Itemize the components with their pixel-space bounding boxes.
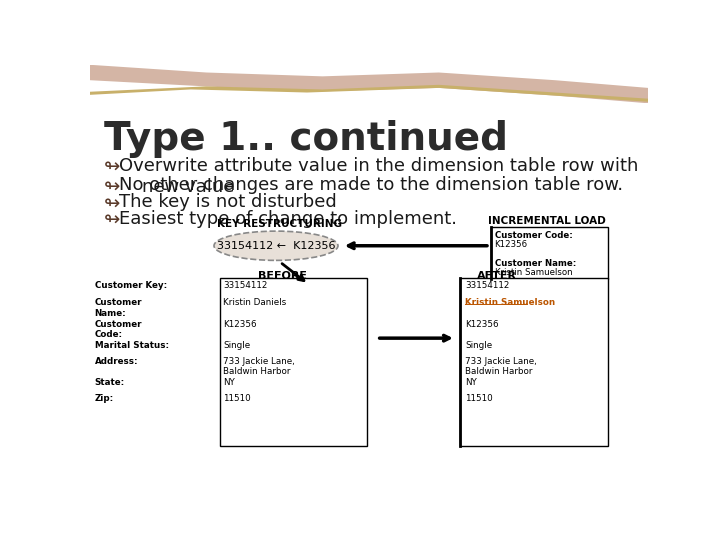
Text: INCREMENTAL LOAD
-- TYPE 1 CHANGE: INCREMENTAL LOAD -- TYPE 1 CHANGE	[488, 217, 606, 238]
Text: State:: State:	[94, 378, 125, 387]
Ellipse shape	[214, 231, 338, 260]
Text: Kristin Daniels: Kristin Daniels	[223, 298, 287, 307]
Text: Customer Key:: Customer Key:	[94, 281, 167, 290]
Text: 33154112 ←  K12356: 33154112 ← K12356	[217, 241, 336, 251]
Text: K12356: K12356	[223, 320, 257, 329]
Text: 11510: 11510	[465, 394, 493, 403]
Text: Zip:: Zip:	[94, 394, 114, 403]
Text: BEFORE: BEFORE	[258, 271, 307, 281]
Polygon shape	[90, 65, 648, 180]
Text: Customer Code:: Customer Code:	[495, 231, 572, 240]
Text: Customer
Code:: Customer Code:	[94, 320, 142, 339]
Text: ↬: ↬	[104, 193, 120, 212]
Text: 733 Jackie Lane,
Baldwin Harbor: 733 Jackie Lane, Baldwin Harbor	[465, 356, 537, 376]
Polygon shape	[90, 103, 648, 481]
Text: Marital Status:: Marital Status:	[94, 341, 168, 350]
Text: Kristin Samuelson: Kristin Samuelson	[465, 298, 555, 307]
FancyBboxPatch shape	[461, 278, 608, 446]
Text: No other changes are made to the dimension table row.: No other changes are made to the dimensi…	[120, 177, 624, 194]
Polygon shape	[90, 65, 648, 103]
Text: 33154112: 33154112	[465, 281, 510, 290]
Text: NY: NY	[223, 378, 235, 387]
FancyBboxPatch shape	[220, 278, 367, 446]
Text: Single: Single	[223, 341, 251, 350]
Text: 733 Jackie Lane,
Baldwin Harbor: 733 Jackie Lane, Baldwin Harbor	[223, 356, 295, 376]
Text: Customer
Name:: Customer Name:	[94, 298, 142, 318]
Text: ↬: ↬	[104, 210, 120, 228]
Text: K12356: K12356	[465, 320, 498, 329]
Text: ↬: ↬	[104, 157, 120, 176]
Text: Customer Name:: Customer Name:	[495, 259, 576, 268]
Text: K12356: K12356	[495, 240, 528, 249]
Text: Overwrite attribute value in the dimension table row with
    new value: Overwrite attribute value in the dimensi…	[120, 157, 639, 196]
Text: KEY RESTRUCTURING: KEY RESTRUCTURING	[217, 219, 343, 229]
Text: AFTER: AFTER	[477, 271, 517, 281]
Text: Kristin Samuelson: Kristin Samuelson	[495, 268, 572, 277]
Polygon shape	[90, 85, 648, 102]
Text: The key is not disturbed: The key is not disturbed	[120, 193, 337, 211]
Text: NY: NY	[465, 378, 477, 387]
Text: 11510: 11510	[223, 394, 251, 403]
Text: 33154112: 33154112	[223, 281, 268, 290]
Text: Single: Single	[465, 341, 492, 350]
Text: Address:: Address:	[94, 356, 138, 366]
Polygon shape	[90, 65, 648, 150]
Text: Type 1.. continued: Type 1.. continued	[104, 120, 508, 158]
FancyBboxPatch shape	[492, 226, 608, 279]
Text: Easiest type of change to implement.: Easiest type of change to implement.	[120, 210, 457, 227]
Text: ↬: ↬	[104, 177, 120, 195]
